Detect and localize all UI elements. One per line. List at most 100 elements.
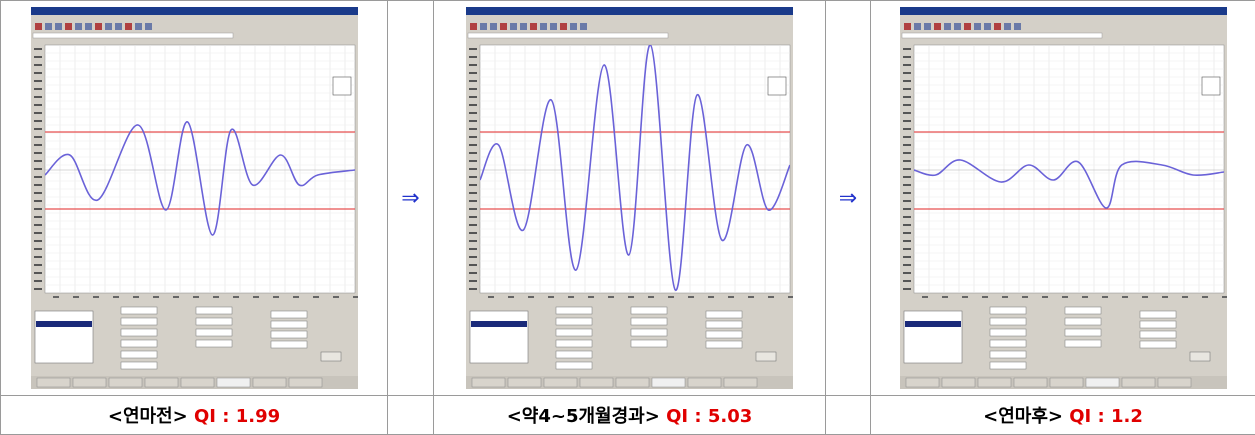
axis-tick — [903, 288, 911, 290]
axis-tick — [903, 48, 911, 50]
x-axis-label — [608, 296, 614, 298]
input-box — [196, 318, 232, 325]
x-axis-label — [748, 296, 754, 298]
axis-tick — [469, 208, 477, 210]
axis-tick — [903, 112, 911, 114]
task-button — [652, 378, 685, 387]
axis-tick — [34, 208, 42, 210]
axis-tick — [34, 80, 42, 82]
axis-tick — [469, 264, 477, 266]
axis-tick — [903, 184, 911, 186]
x-axis-label — [768, 296, 774, 298]
input-box — [556, 329, 592, 336]
input-box — [631, 318, 667, 325]
task-button — [1158, 378, 1191, 387]
x-axis-label — [273, 296, 279, 298]
qi-value: QI : 1.2 — [1069, 406, 1143, 427]
task-button — [181, 378, 214, 387]
axis-tick — [34, 200, 42, 202]
toolbar-icon — [520, 23, 527, 30]
task-button — [289, 378, 322, 387]
axis-tick — [469, 152, 477, 154]
input-box — [990, 307, 1026, 314]
axis-tick — [903, 176, 911, 178]
title-bar — [900, 7, 1227, 15]
axis-tick — [903, 256, 911, 258]
axis-tick — [903, 272, 911, 274]
list-selection — [471, 321, 527, 327]
toolbar-icon — [560, 23, 567, 30]
input-box — [121, 351, 157, 358]
x-axis-label — [508, 296, 514, 298]
input-box — [556, 362, 592, 369]
x-axis-label — [73, 296, 79, 298]
axis-tick — [903, 192, 911, 194]
tab-strip — [468, 33, 668, 38]
x-axis-label — [708, 296, 714, 298]
caption-row: <연마전> QI : 1.99 <약4~5개월경과> QI : 5.03 <연마… — [1, 396, 1255, 435]
axis-tick — [903, 224, 911, 226]
x-axis-label — [1062, 296, 1068, 298]
toolbar-icon — [904, 23, 911, 30]
task-button — [508, 378, 541, 387]
caption: <약4~5개월경과> QI : 5.03 — [434, 396, 826, 435]
input-box — [196, 329, 232, 336]
toolbar-icon — [35, 23, 42, 30]
task-button — [942, 378, 975, 387]
axis-tick — [903, 248, 911, 250]
toolbar-icon — [95, 23, 102, 30]
axis-tick — [469, 224, 477, 226]
x-axis-label — [668, 296, 674, 298]
axis-tick — [469, 280, 477, 282]
list-box — [904, 311, 962, 363]
task-button — [580, 378, 613, 387]
caption-label: <연마후> — [983, 406, 1063, 427]
toolbar-icon — [65, 23, 72, 30]
axis-tick — [34, 88, 42, 90]
input-box — [271, 311, 307, 318]
toolbar-icon — [125, 23, 132, 30]
button — [756, 352, 776, 361]
toolbar-icon — [580, 23, 587, 30]
axis-tick — [469, 96, 477, 98]
axis-tick — [34, 224, 42, 226]
x-axis-label — [488, 296, 494, 298]
x-axis-label — [568, 296, 574, 298]
x-axis-label — [333, 296, 339, 298]
input-box — [1065, 340, 1101, 347]
page: ⇒ ⇒ <연마전> QI : 1.99 <약4~5개월경과> QI : 5.03… — [0, 0, 1255, 435]
task-button — [253, 378, 286, 387]
toolbar-icon — [85, 23, 92, 30]
axis-tick — [469, 120, 477, 122]
list-selection — [905, 321, 961, 327]
axis-tick — [34, 264, 42, 266]
x-axis-label — [1182, 296, 1188, 298]
input-box — [1140, 311, 1176, 318]
axis-tick — [903, 56, 911, 58]
toolbar-icon — [1004, 23, 1011, 30]
axis-tick — [34, 216, 42, 218]
x-axis-label — [1122, 296, 1128, 298]
toolbar-icon — [105, 23, 112, 30]
axis-tick — [34, 136, 42, 138]
caption-label: <약4~5개월경과> — [507, 406, 660, 427]
axis-tick — [903, 120, 911, 122]
axis-tick — [469, 136, 477, 138]
x-axis-label — [728, 296, 734, 298]
axis-tick — [34, 120, 42, 122]
comparison-table: ⇒ ⇒ <연마전> QI : 1.99 <약4~5개월경과> QI : 5.03… — [0, 0, 1255, 435]
input-box — [1140, 331, 1176, 338]
axis-tick — [469, 80, 477, 82]
axis-tick — [903, 128, 911, 130]
toolbar-icon — [55, 23, 62, 30]
x-axis-label — [982, 296, 988, 298]
input-box — [196, 340, 232, 347]
axis-tick — [469, 128, 477, 130]
axis-tick — [469, 200, 477, 202]
x-axis-label — [1002, 296, 1008, 298]
toolbar-icon — [145, 23, 152, 30]
axis-tick — [903, 160, 911, 162]
axis-tick — [34, 248, 42, 250]
x-axis-label — [1162, 296, 1168, 298]
empty-cell — [388, 396, 434, 435]
